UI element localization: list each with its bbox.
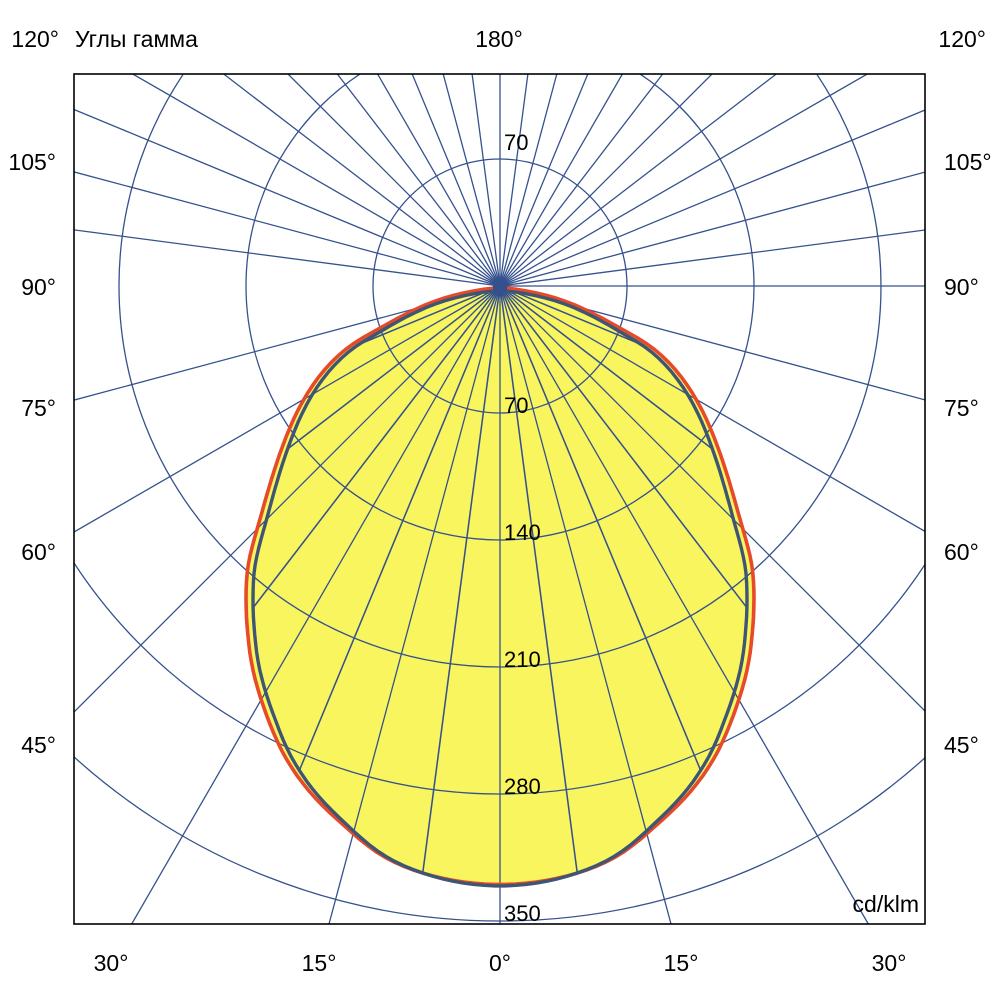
svg-text:70: 70 [504,130,528,155]
svg-text:60°: 60° [21,539,56,565]
svg-text:cd/klm: cd/klm [853,891,919,917]
svg-text:120°: 120° [938,26,986,52]
svg-text:45°: 45° [21,732,56,758]
svg-text:350: 350 [504,901,541,926]
svg-text:140: 140 [504,520,541,545]
svg-text:105°: 105° [8,149,56,175]
svg-text:120°: 120° [11,26,59,52]
svg-text:280: 280 [504,774,541,799]
svg-text:Углы гамма: Углы гамма [75,26,198,52]
svg-text:75°: 75° [944,395,979,421]
svg-text:105°: 105° [944,149,992,175]
svg-text:90°: 90° [944,274,979,300]
svg-text:15°: 15° [302,950,337,976]
svg-text:70: 70 [504,393,528,418]
svg-text:60°: 60° [944,539,979,565]
svg-text:15°: 15° [664,950,699,976]
svg-text:30°: 30° [94,950,129,976]
svg-text:180°: 180° [475,26,523,52]
svg-text:30°: 30° [872,950,907,976]
svg-text:75°: 75° [21,395,56,421]
svg-text:45°: 45° [944,732,979,758]
svg-text:90°: 90° [21,274,56,300]
svg-text:0°: 0° [489,950,511,976]
svg-text:210: 210 [504,647,541,672]
